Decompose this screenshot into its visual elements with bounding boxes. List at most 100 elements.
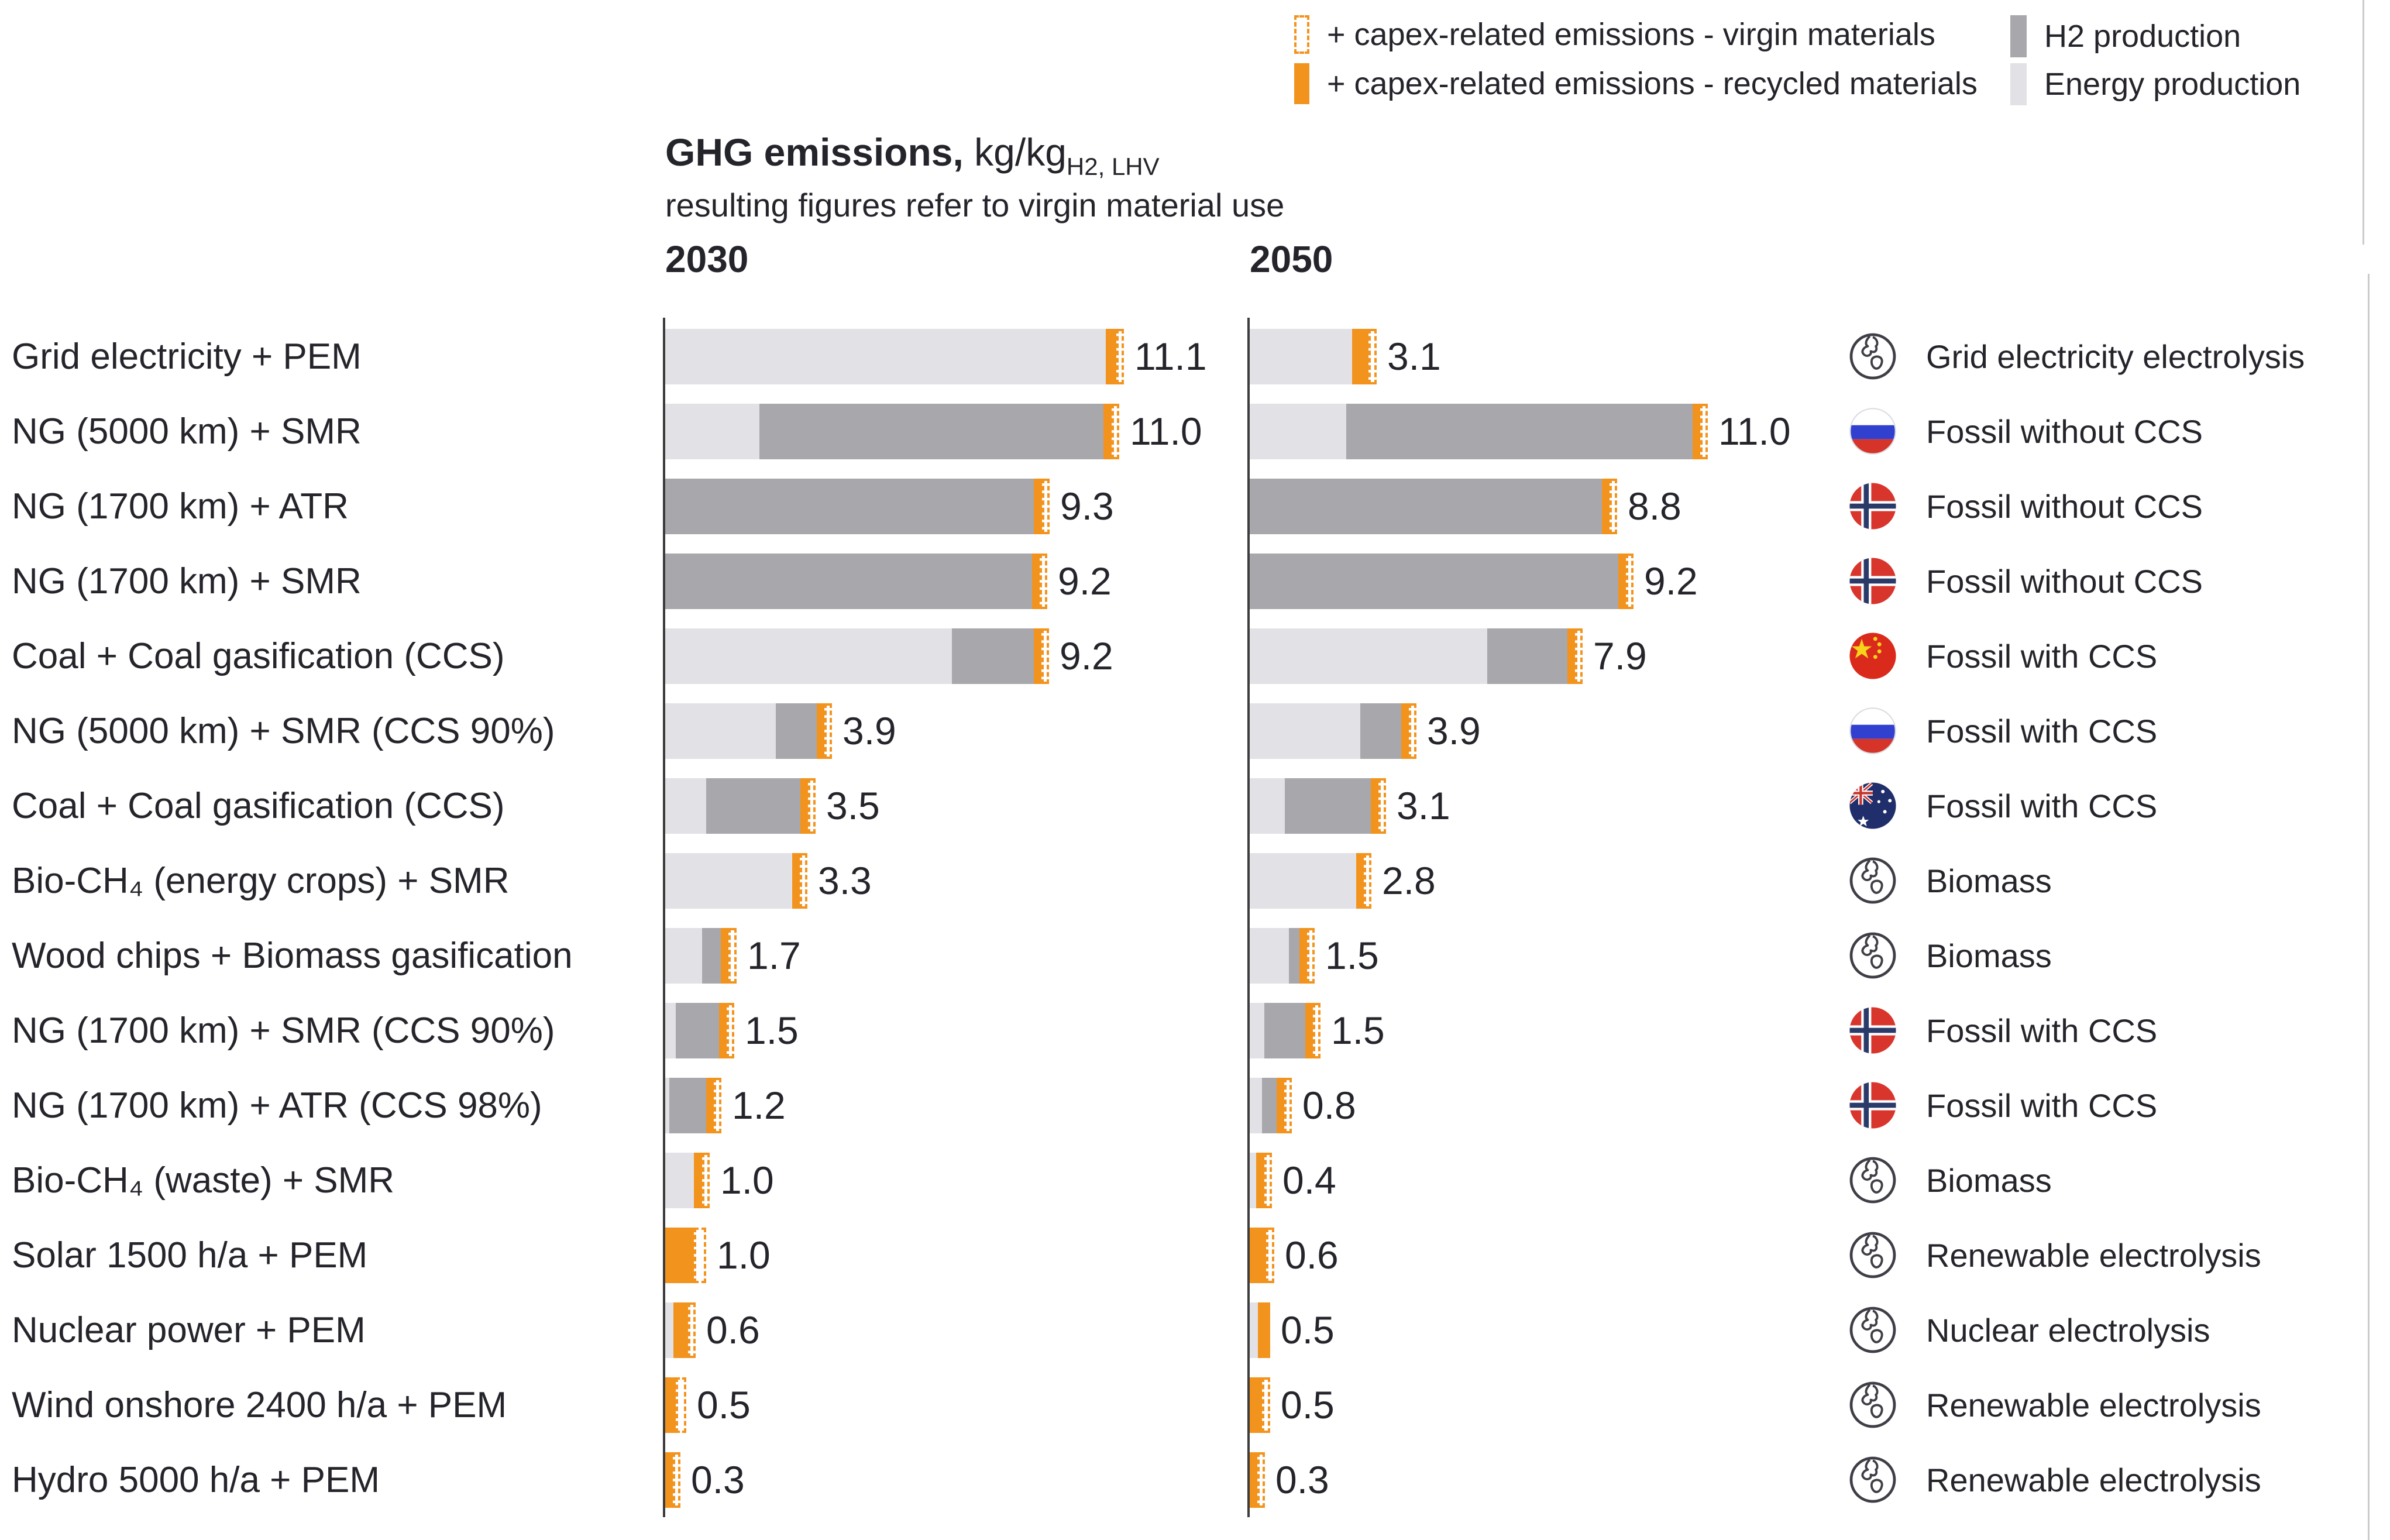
capex-recycled-segment [706, 1078, 714, 1133]
russia-flag-icon [1848, 406, 1898, 456]
russia-flag-icon [1848, 706, 1898, 756]
energy-production-segment [665, 404, 759, 459]
energy-production-segment [1250, 778, 1285, 834]
title-bold-part: GHG emissions, [665, 130, 964, 174]
row-label: Wind onshore 2400 h/a + PEM [12, 1385, 507, 1425]
bar-value: 0.6 [1285, 1233, 1339, 1277]
capex-recycled-segment [1401, 703, 1409, 759]
legend-label: + capex-related emissions - virgin mater… [1327, 17, 1935, 52]
h2-production-segment [676, 1003, 719, 1058]
page-edge-divider-bottom [2368, 274, 2370, 1540]
axis-2050 [1247, 318, 1250, 1517]
energy-production-segment [1250, 1302, 1258, 1358]
bar-value: 0.4 [1282, 1159, 1336, 1202]
capex-recycled-segment [1567, 628, 1575, 684]
bar-value: 1.5 [1325, 934, 1379, 977]
capex-virgin-segment [1042, 479, 1050, 534]
bar-2030: 0.6 [665, 1302, 760, 1358]
capex-recycled-segment [1258, 1302, 1270, 1358]
capex-virgin-segment [714, 1078, 721, 1133]
bar-2030: 0.3 [665, 1452, 745, 1508]
category-label: Nuclear electrolysis [1926, 1312, 2210, 1349]
h2-production-segment [669, 1078, 706, 1133]
energy-production-segment [1250, 928, 1289, 984]
legend-item-capex-recycled: + capex-related emissions - recycled mat… [1294, 63, 1978, 104]
energy-production-segment [665, 628, 952, 684]
title-unit-part: kg/kg [963, 130, 1067, 174]
bar-value: 3.1 [1397, 784, 1450, 827]
category-label: Biomass [1926, 937, 2052, 974]
capex-recycled-segment [1034, 479, 1042, 534]
category-label: Biomass [1926, 862, 2052, 899]
bar-2030: 0.5 [665, 1377, 751, 1433]
bar-2030: 1.5 [665, 1003, 799, 1058]
globe-icon [1848, 1455, 1898, 1505]
energy-production-segment [665, 329, 1106, 384]
category-label: Renewable electrolysis [1926, 1462, 2261, 1498]
energy-production-swatch-icon [2010, 63, 2027, 105]
energy-production-segment [665, 853, 792, 909]
bar-2050: 0.8 [1250, 1078, 1356, 1133]
bar-2050: 0.5 [1250, 1377, 1335, 1433]
globe-icon [1848, 1230, 1898, 1280]
bar-value: 1.0 [720, 1159, 774, 1202]
capex-virgin-segment [824, 703, 832, 759]
norway-flag-icon [1848, 556, 1898, 606]
bar-value: 3.9 [842, 709, 896, 752]
capex-virgin-segment [1409, 703, 1416, 759]
row-label: Coal + Coal gasification (CCS) [12, 636, 505, 676]
bar-value: 7.9 [1593, 634, 1647, 678]
bar-2030: 9.2 [665, 628, 1113, 684]
page-edge-divider-top [2363, 0, 2364, 245]
bar-2030: 3.9 [665, 703, 896, 759]
title-unit-subscript: H2, LHV [1066, 153, 1160, 180]
bar-value: 0.5 [1281, 1308, 1335, 1352]
bar-value: 0.6 [706, 1308, 760, 1352]
legend-label: Energy production [2044, 67, 2301, 102]
bar-2050: 0.5 [1250, 1302, 1335, 1358]
capex-virgin-segment [702, 1153, 710, 1208]
energy-production-segment [1250, 329, 1352, 384]
bar-value: 0.8 [1302, 1084, 1356, 1127]
category-label: Fossil without CCS [1926, 413, 2203, 450]
capex-recycled-segment [792, 853, 800, 909]
energy-production-segment [1250, 404, 1346, 459]
energy-production-segment [1250, 1003, 1264, 1058]
capex-recycled-segment [694, 1153, 702, 1208]
capex-recycled-segment [1103, 404, 1112, 459]
bar-value: 1.7 [747, 934, 801, 977]
bar-2030: 11.0 [665, 404, 1202, 459]
bar-value: 0.3 [691, 1458, 745, 1501]
column-header-2050: 2050 [1250, 238, 1333, 280]
energy-production-segment [665, 778, 706, 834]
bar-value: 2.8 [1382, 859, 1436, 902]
bar-value: 9.2 [1644, 559, 1698, 603]
bar-value: 1.0 [717, 1233, 771, 1277]
capex-recycled-segment [1693, 404, 1700, 459]
capex-virgin-segment [688, 1302, 696, 1358]
h2-production-segment [702, 928, 721, 984]
bar-value: 9.2 [1060, 634, 1113, 678]
h2-production-segment [665, 479, 1034, 534]
capex-virgin-segment [1284, 1078, 1292, 1133]
capex-virgin-segment [1257, 1452, 1265, 1508]
capex-virgin-segment [808, 778, 816, 834]
energy-production-segment [1250, 1078, 1262, 1133]
capex-recycled-segment [665, 1452, 673, 1508]
capex-recycled-segment [1618, 554, 1626, 609]
h2-production-segment [1262, 1078, 1277, 1133]
h2-production-segment [706, 778, 800, 834]
bar-2030: 1.2 [665, 1078, 786, 1133]
legend-label: H2 production [2044, 19, 2241, 54]
capex-virgin-segment [1368, 329, 1377, 384]
category-label: Renewable electrolysis [1926, 1387, 2261, 1424]
category-label: Fossil with CCS [1926, 638, 2158, 675]
bar-2030: 1.7 [665, 928, 801, 984]
bar-value: 3.5 [826, 784, 880, 827]
bar-value: 0.5 [1281, 1383, 1335, 1426]
row-label: Bio-CH₄ (waste) + SMR [12, 1160, 395, 1201]
bar-2050: 0.3 [1250, 1452, 1329, 1508]
category-label: Renewable electrolysis [1926, 1237, 2261, 1274]
bar-value: 8.8 [1628, 484, 1681, 528]
bar-2050: 3.1 [1250, 778, 1450, 834]
